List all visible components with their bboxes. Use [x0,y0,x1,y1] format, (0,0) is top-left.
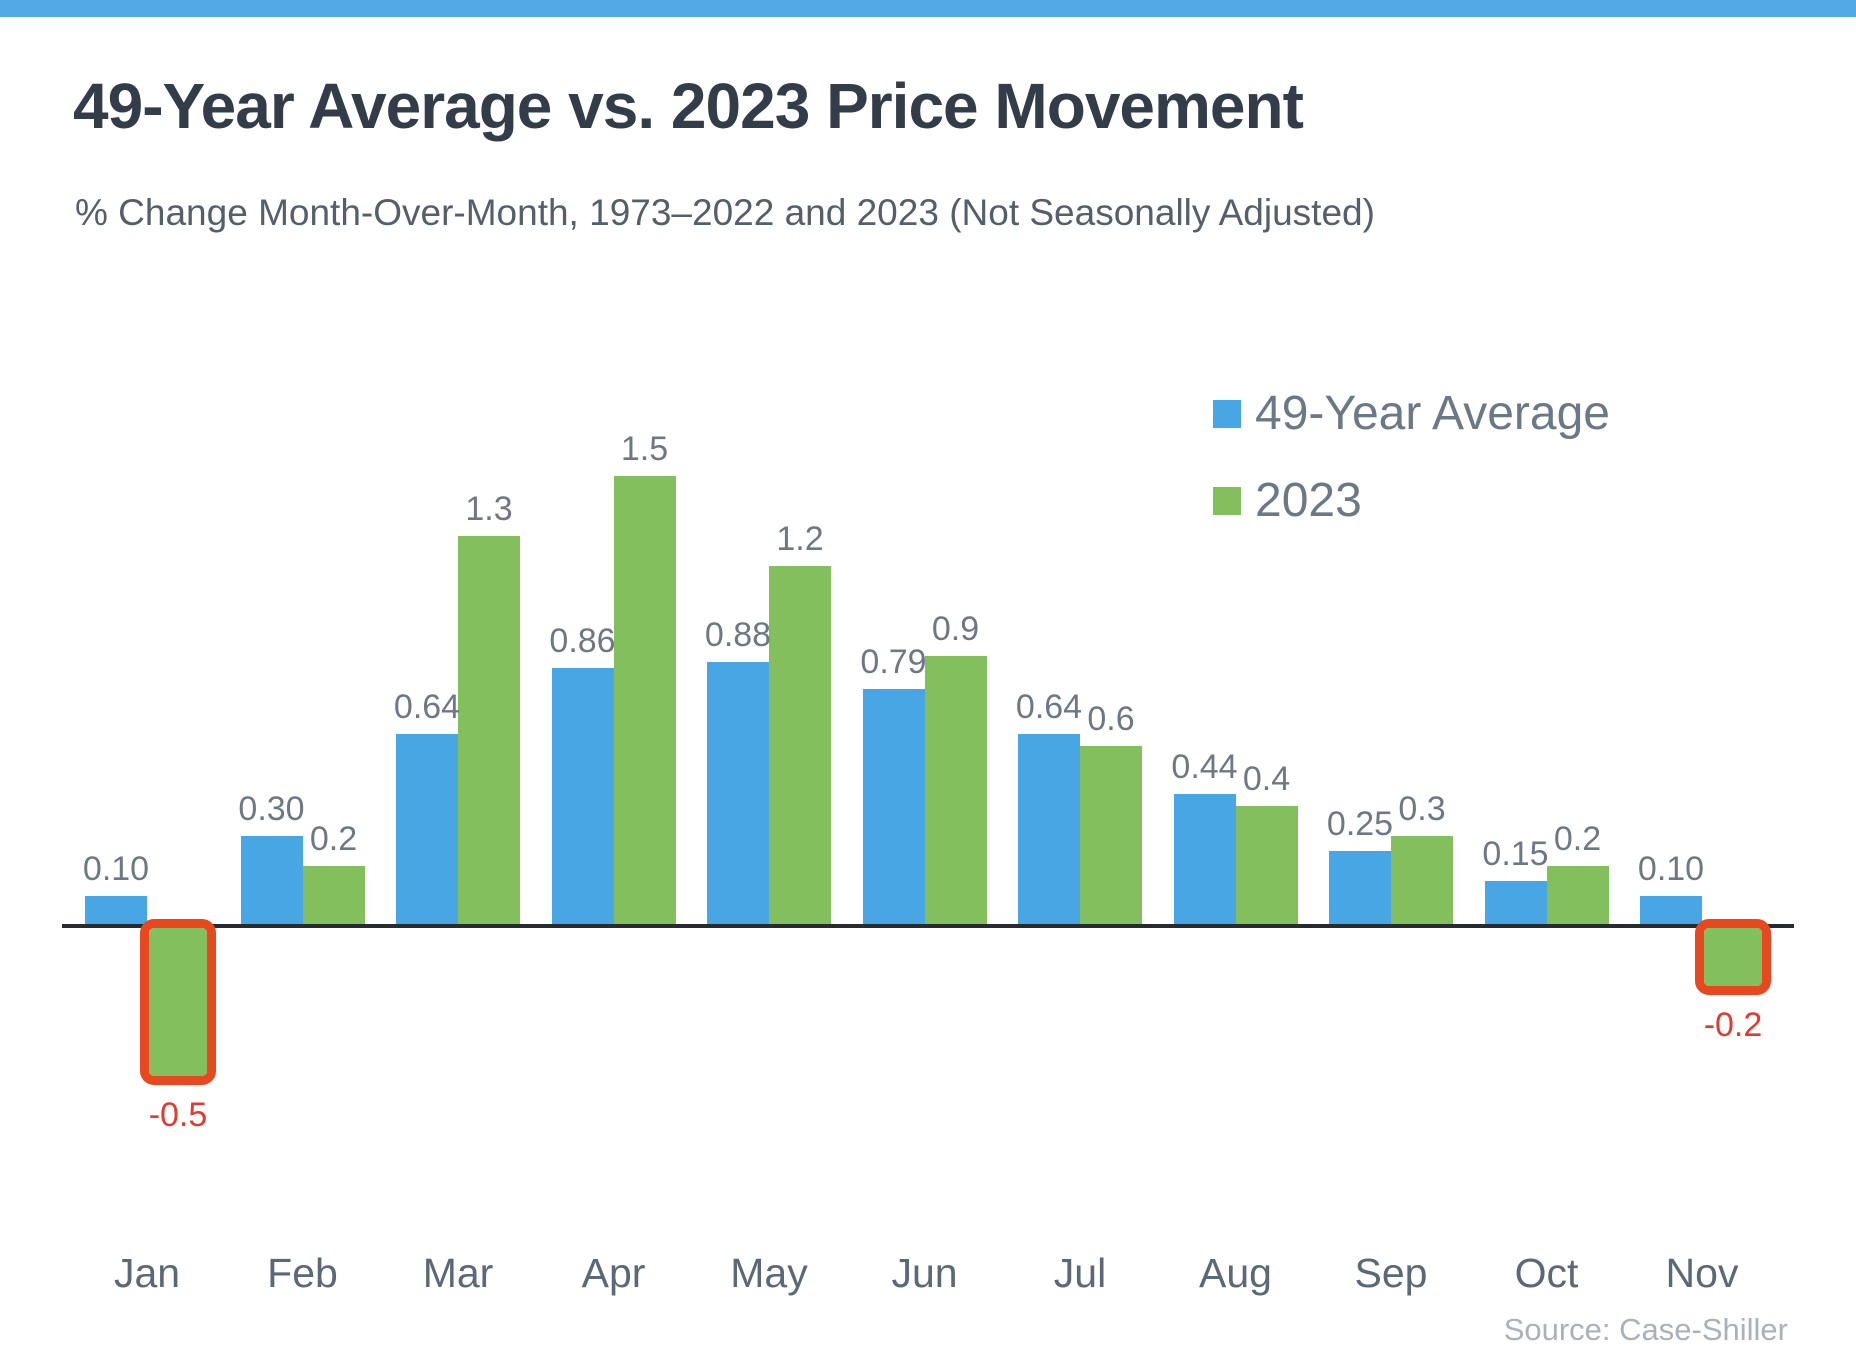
bar-value-label: 1.2 [776,520,824,558]
bar-49-year-average [85,896,147,926]
bar-value-label: 0.3 [1398,790,1446,828]
bar-49-year-average [862,689,925,926]
bar-value-label: 0.10 [1637,850,1705,888]
negative-highlight-box [140,919,216,1085]
legend-swatch-green-icon [1213,486,1241,515]
bar-value-label: 0.9 [931,610,980,648]
bar-49-year-average [551,668,614,926]
top-accent-strip [0,0,1856,17]
bar-value-label: 0.30 [238,790,305,828]
bar-value-label: 0.64 [393,688,461,726]
bar-49-year-average [1484,881,1547,926]
month-label: Apr [581,1250,646,1296]
bar-value-label: 1.5 [620,430,669,468]
bar-49-year-average [1018,734,1080,926]
legend-label-49-year-average: 49-Year Average [1255,387,1610,440]
bar-value-label: 0.6 [1087,700,1135,738]
month-label: Sep [1354,1250,1428,1296]
legend-item-2023: 2023 [1213,473,1610,528]
bar-2023 [1391,836,1453,926]
bar-2023 [924,656,987,926]
bar-value-label: 0.64 [1015,688,1083,726]
page-subtitle: % Change Month-Over-Month, 1973–2022 and… [75,192,1375,233]
bar-2023 [613,476,676,926]
bar-49-year-average [1173,794,1236,926]
bar-value-label: 0.25 [1326,805,1394,843]
bar-value-label: 0.2 [309,820,358,858]
bar-value-label: 0.44 [1171,748,1238,786]
bar-49-year-average [1329,851,1391,926]
bar-2023-negative [1704,928,1762,986]
bar-2023 [1080,746,1142,926]
bar-value-label: 0.88 [704,616,772,654]
source-credit: Source: Case-Shiller [1503,1312,1788,1347]
month-label: May [730,1250,808,1296]
month-label: Jul [1053,1250,1107,1296]
bar-2023 [458,536,520,926]
month-label: Feb [267,1250,338,1296]
month-label: Oct [1514,1250,1579,1296]
bar-value-label: 0.86 [549,622,616,660]
legend-label-2023: 2023 [1255,474,1362,527]
bar-value-label: 0.10 [82,850,150,888]
bar-2023 [1235,806,1298,926]
month-label: Jun [891,1250,958,1296]
negative-value-label: -0.5 [148,1096,208,1134]
bar-value-label: 0.15 [1482,835,1549,873]
month-label: Jan [113,1250,181,1296]
bar-value-label: 0.2 [1553,820,1602,858]
x-axis-line [62,924,1794,928]
negative-highlight-box [1695,919,1771,995]
bar-value-label: 0.79 [860,643,927,681]
month-label: Aug [1199,1250,1272,1296]
legend-swatch-blue-icon [1213,399,1241,428]
bar-value-label: 1.3 [465,490,513,528]
bar-2023 [302,866,365,926]
bar-2023 [1546,866,1609,926]
negative-value-label: -0.2 [1703,1006,1763,1044]
bar-49-year-average [1640,896,1702,926]
chart-legend: 49-Year Average 2023 [1213,386,1610,560]
legend-item-49-year-average: 49-Year Average [1213,386,1610,441]
month-label: Nov [1665,1250,1739,1296]
bar-49-year-average [240,836,303,926]
month-label: Mar [422,1250,494,1296]
bar-2023 [769,566,831,926]
bar-value-label: 0.4 [1242,760,1291,798]
bar-49-year-average [707,662,769,926]
bar-2023-negative [149,928,207,1076]
bar-49-year-average [396,734,458,926]
page-title: 49-Year Average vs. 2023 Price Movement [73,70,1304,142]
